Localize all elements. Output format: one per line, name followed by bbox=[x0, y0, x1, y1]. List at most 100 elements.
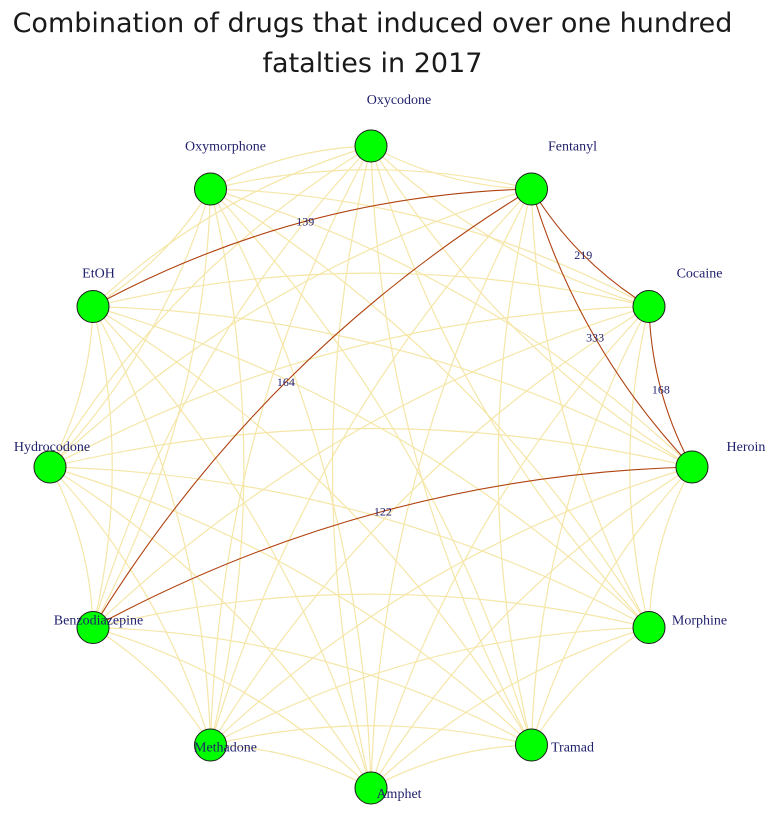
edge-heroin-hydrocodone bbox=[49, 427, 693, 468]
edge-fentanyl-tramad bbox=[497, 188, 533, 746]
node-label-oxymorphone: Oxymorphone bbox=[185, 140, 266, 155]
node-hydrocodone bbox=[33, 450, 67, 484]
edge-hydrocodone-etoh bbox=[49, 306, 94, 468]
edge-oxycodone-fentanyl bbox=[370, 145, 532, 190]
node-cocaine bbox=[632, 290, 666, 323]
node-label-hydrocodone: Hydrocodone bbox=[14, 440, 90, 455]
edge-benzodiazepine-etoh bbox=[92, 306, 113, 628]
edge-heroin-morphine bbox=[648, 466, 693, 628]
node-morphine bbox=[632, 611, 666, 644]
edge-tramad-hydrocodone bbox=[49, 466, 532, 746]
edge-fentanyl-hydrocodone bbox=[49, 188, 532, 468]
edge-label-fentanyl-heroin: 333 bbox=[586, 331, 604, 345]
edge-oxycodone-tramad bbox=[370, 145, 533, 746]
node-label-cocaine: Cocaine bbox=[677, 267, 723, 282]
edge-benzodiazepine-oxymorphone bbox=[92, 188, 212, 628]
edge-amphet-hydrocodone bbox=[49, 466, 372, 789]
edges-strong-layer bbox=[92, 188, 693, 628]
edge-heroin-etoh bbox=[92, 305, 693, 468]
edge-oxycodone-cocaine bbox=[370, 145, 650, 308]
edge-tramad-etoh bbox=[92, 305, 533, 746]
edge-cocaine-benzodiazepine bbox=[92, 305, 650, 628]
edge-morphine-methadone bbox=[210, 626, 650, 746]
edge-methadone-benzodiazepine bbox=[92, 626, 212, 746]
edge-benzodiazepine-hydrocodone bbox=[49, 466, 94, 628]
edges-light-layer bbox=[49, 145, 693, 789]
edge-labels-layer: 219 333 168 139 164 122 bbox=[277, 214, 670, 518]
edge-heroin-methadone bbox=[210, 466, 693, 746]
node-label-tramad: Tramad bbox=[551, 741, 594, 756]
edge-morphine-oxymorphone bbox=[210, 188, 650, 628]
edge-cocaine-hydrocodone bbox=[49, 305, 650, 468]
edge-methadone-oxymorphone bbox=[209, 188, 245, 746]
edge-fentanyl-morphine bbox=[530, 188, 650, 628]
edge-fentanyl-oxymorphone bbox=[210, 169, 532, 190]
chart-title: Combination of drugs that induced over o… bbox=[0, 4, 745, 84]
nodes-layer bbox=[33, 129, 709, 805]
edge-cocaine-methadone bbox=[209, 305, 650, 746]
chart-title-line-1: Combination of drugs that induced over o… bbox=[12, 8, 733, 39]
node-heroin bbox=[675, 450, 709, 484]
edge-hydrocodone-oxymorphone bbox=[49, 188, 212, 468]
node-amphet bbox=[354, 771, 388, 805]
edge-cocaine-etoh bbox=[92, 272, 650, 308]
node-benzodiazepine bbox=[76, 611, 110, 644]
node-tramad bbox=[515, 728, 548, 762]
node-label-oxycodone: Oxycodone bbox=[367, 93, 432, 108]
edge-morphine-tramad bbox=[530, 626, 650, 746]
edge-fentanyl-benzodiazepine bbox=[92, 188, 532, 628]
edge-fentanyl-etoh bbox=[92, 188, 532, 307]
edge-amphet-methadone bbox=[210, 744, 372, 789]
edge-cocaine-morphine bbox=[629, 306, 650, 628]
edge-label-fentanyl-etoh: 139 bbox=[296, 214, 314, 228]
edge-fentanyl-methadone bbox=[209, 188, 532, 746]
edge-amphet-benzodiazepine bbox=[92, 626, 372, 789]
edge-oxycodone-methadone bbox=[209, 145, 372, 746]
edge-tramad-oxymorphone bbox=[210, 188, 533, 746]
edge-oxycodone-benzodiazepine bbox=[92, 145, 372, 628]
node-label-heroin: Heroin bbox=[727, 440, 766, 455]
edge-cocaine-amphet bbox=[370, 306, 650, 789]
node-label-morphine: Morphine bbox=[672, 614, 727, 629]
edge-cocaine-tramad bbox=[530, 306, 650, 746]
edge-morphine-hydrocodone bbox=[49, 466, 650, 629]
node-label-etoh: EtOH bbox=[82, 267, 115, 282]
edge-label-fentanyl-benzodiazepine: 164 bbox=[277, 375, 295, 389]
edge-label-heroin-benzodiazepine: 122 bbox=[374, 504, 392, 518]
edge-amphet-oxymorphone bbox=[209, 188, 372, 789]
edge-heroin-amphet bbox=[370, 466, 693, 789]
edge-oxycodone-oxymorphone bbox=[210, 145, 372, 190]
edge-amphet-etoh bbox=[92, 306, 372, 789]
node-oxycodone bbox=[354, 129, 388, 163]
edge-morphine-etoh bbox=[92, 305, 650, 628]
node-label-methadone: Methadone bbox=[194, 741, 257, 756]
node-methadone bbox=[194, 728, 227, 762]
node-label-fentanyl: Fentanyl bbox=[548, 140, 597, 155]
edge-oxycodone-etoh bbox=[92, 145, 372, 307]
edge-methadone-etoh bbox=[92, 306, 212, 746]
edge-morphine-benzodiazepine bbox=[92, 593, 650, 629]
edge-methadone-hydrocodone bbox=[49, 466, 212, 746]
edge-heroin-benzodiazepine bbox=[92, 466, 693, 628]
node-label-amphet: Amphet bbox=[376, 787, 421, 802]
edge-fentanyl-heroin bbox=[530, 188, 693, 468]
edge-tramad-methadone bbox=[210, 725, 532, 746]
chart-title-line-2: fatalties in 2017 bbox=[262, 48, 483, 79]
edge-label-fentanyl-cocaine: 219 bbox=[574, 248, 592, 262]
edge-tramad-amphet bbox=[370, 744, 532, 789]
node-label-benzodiazepine: Benzodiazepine bbox=[54, 614, 143, 629]
node-etoh bbox=[76, 290, 110, 323]
node-labels-layer: Oxycodone Fentanyl Cocaine Heroin Morphine Tr… bbox=[14, 93, 766, 802]
edge-heroin-tramad bbox=[530, 466, 693, 746]
edge-fentanyl-cocaine bbox=[531, 188, 650, 307]
edge-cocaine-oxymorphone bbox=[210, 188, 650, 308]
edge-oxycodone-morphine bbox=[370, 145, 650, 628]
edge-oxycodone-amphet bbox=[331, 145, 372, 789]
edge-morphine-amphet bbox=[370, 626, 650, 789]
edge-cocaine-heroin bbox=[648, 306, 693, 468]
edge-label-cocaine-heroin: 168 bbox=[652, 382, 670, 396]
edge-tramad-benzodiazepine bbox=[92, 626, 532, 746]
edge-fentanyl-amphet bbox=[370, 188, 533, 789]
node-oxymorphone bbox=[194, 172, 227, 206]
